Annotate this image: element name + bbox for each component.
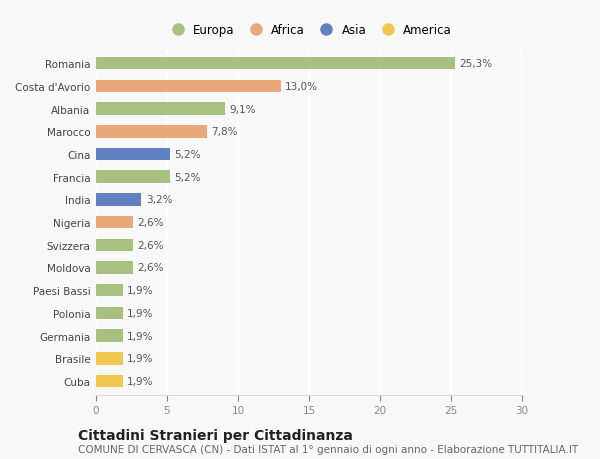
Text: 1,9%: 1,9%: [127, 353, 154, 364]
Text: 25,3%: 25,3%: [460, 59, 493, 69]
Bar: [96, 307, 123, 319]
Bar: [96, 284, 123, 297]
Text: 1,9%: 1,9%: [127, 376, 154, 386]
Bar: [96, 375, 123, 387]
Bar: [96, 194, 142, 206]
Text: 2,6%: 2,6%: [137, 263, 164, 273]
Legend: Europa, Africa, Asia, America: Europa, Africa, Asia, America: [164, 22, 454, 39]
Text: 2,6%: 2,6%: [137, 218, 164, 228]
Text: 5,2%: 5,2%: [174, 172, 200, 182]
Text: 1,9%: 1,9%: [127, 308, 154, 318]
Bar: [96, 239, 133, 252]
Text: 3,2%: 3,2%: [146, 195, 172, 205]
Text: 1,9%: 1,9%: [127, 331, 154, 341]
Bar: [96, 330, 123, 342]
Bar: [96, 352, 123, 365]
Bar: [96, 58, 455, 70]
Text: Cittadini Stranieri per Cittadinanza: Cittadini Stranieri per Cittadinanza: [78, 428, 353, 442]
Bar: [96, 171, 170, 184]
Bar: [96, 103, 225, 116]
Text: COMUNE DI CERVASCA (CN) - Dati ISTAT al 1° gennaio di ogni anno - Elaborazione T: COMUNE DI CERVASCA (CN) - Dati ISTAT al …: [78, 444, 578, 454]
Text: 2,6%: 2,6%: [137, 240, 164, 250]
Text: 7,8%: 7,8%: [211, 127, 238, 137]
Text: 1,9%: 1,9%: [127, 285, 154, 296]
Bar: [96, 126, 207, 138]
Text: 5,2%: 5,2%: [174, 150, 200, 160]
Bar: [96, 148, 170, 161]
Bar: [96, 262, 133, 274]
Bar: [96, 80, 281, 93]
Text: 9,1%: 9,1%: [229, 104, 256, 114]
Text: 13,0%: 13,0%: [285, 82, 318, 92]
Bar: [96, 216, 133, 229]
